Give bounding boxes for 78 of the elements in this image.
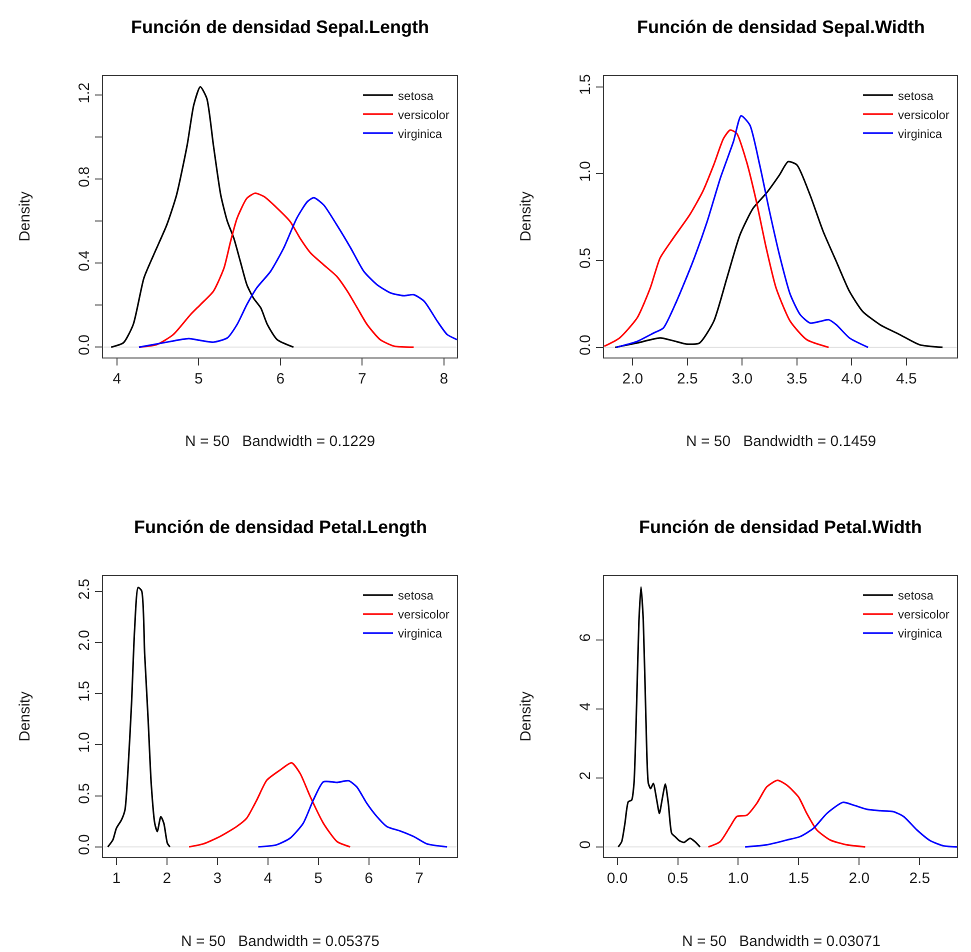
line-series [604,129,830,348]
x-tick-label: 2.5 [677,370,698,388]
y-tick-label: 4 [577,702,594,711]
x-tick-label: 4 [264,870,272,888]
y-tick-label: 1.5 [76,680,93,702]
line-series [708,780,866,848]
x-tick-label: 5 [194,370,203,388]
legend-label: setosa [398,588,434,603]
line-series [617,586,701,848]
legend-label: setosa [398,88,434,103]
x-tick-label: 4 [112,370,122,388]
legend-label: virginica [898,626,942,641]
y-axis-title: Density [16,191,34,242]
legend-label: versicolor [398,608,450,622]
chart-title: Función de densidad Sepal.Length [131,17,430,37]
chart-title: Función de densidad Sepal.Width [637,17,925,37]
legend-label: setosa [898,588,934,603]
x-axis-title: N = 50 Bandwidth = 0.1459 [686,433,876,450]
x-axis-title: N = 50 Bandwidth = 0.1229 [185,433,376,450]
chart-title: Función de densidad Petal.Length [134,517,428,537]
legend-label: versicolor [898,608,950,622]
x-tick-label: 5 [314,870,323,888]
x-tick-label: 4.5 [896,370,917,388]
line-series [615,114,869,348]
legend-label: virginica [398,126,442,141]
x-tick-label: 3.0 [732,370,753,388]
y-tick-label: 1.2 [76,82,93,104]
x-tick-label: 8 [440,370,448,388]
legend-label: versicolor [398,108,450,122]
x-tick-label: 2.5 [909,870,930,888]
line-series [614,160,944,348]
legend-label: versicolor [898,108,950,122]
y-tick-label: 2.0 [76,630,93,651]
legend-label: virginica [898,126,942,141]
line-series [110,86,294,348]
line-series [138,196,457,348]
y-axis-title: Density [16,690,34,742]
x-tick-label: 7 [415,870,424,888]
x-tick-label: 3 [213,870,222,888]
x-tick-label: 1.0 [728,870,749,888]
line-series [744,802,957,848]
y-axis-title: Density [517,191,534,242]
x-tick-label: 2.0 [622,370,644,388]
x-tick-label: 1.5 [788,870,810,888]
y-tick-label: 0.0 [76,834,93,856]
y-tick-label: 2.5 [76,578,93,600]
y-tick-label: 0.4 [76,250,93,272]
line-series [188,762,351,848]
y-tick-label: 1.5 [577,74,594,95]
x-axis-title: N = 50 Bandwidth = 0.05375 [181,933,380,950]
y-tick-label: 0.5 [577,248,594,269]
x-tick-label: 6 [364,870,374,888]
y-tick-label: 0.0 [76,334,93,356]
chart-title: Función de densidad Petal.Width [639,517,922,537]
x-tick-label: 0.5 [667,870,688,888]
x-tick-label: 2 [162,870,172,888]
y-tick-label: 6 [577,633,594,642]
y-tick-label: 0.0 [577,334,594,356]
x-tick-label: 4.0 [841,370,862,388]
x-tick-label: 2.0 [848,870,870,888]
legend-label: setosa [898,88,934,103]
x-tick-label: 3.5 [786,370,808,388]
y-tick-label: 1.0 [76,732,93,753]
legend-label: virginica [398,626,442,641]
y-tick-label: 0.8 [76,166,93,188]
line-series [107,586,171,848]
x-tick-label: 6 [276,370,285,388]
y-tick-label: 1.0 [577,160,594,182]
line-series [138,192,414,348]
x-tick-label: 7 [358,370,366,388]
y-tick-label: 0 [577,840,594,849]
y-tick-label: 2 [577,771,594,780]
line-series [257,780,448,848]
x-tick-label: 0.0 [606,870,628,888]
x-axis-title: N = 50 Bandwidth = 0.03071 [682,933,880,950]
x-tick-label: 1 [112,870,121,888]
y-tick-label: 0.5 [76,783,93,804]
y-axis-title: Density [518,690,535,742]
